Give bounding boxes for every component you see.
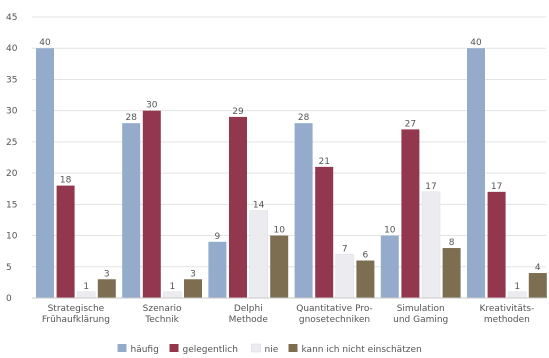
bar [56, 185, 75, 298]
bar [122, 123, 141, 299]
bar [184, 279, 202, 298]
x-category-label: Szenario Technik [143, 304, 182, 325]
data-label: 1 [83, 282, 89, 292]
data-label: 17 [425, 182, 436, 192]
data-label: 9 [215, 232, 221, 242]
data-label: 8 [449, 238, 455, 248]
y-tick-label: 10 [6, 232, 18, 242]
bar [270, 235, 289, 298]
x-category-label-line: methoden [484, 315, 530, 325]
data-label: 1 [170, 282, 176, 292]
bar [315, 166, 334, 298]
legend-label: häufig [131, 345, 159, 355]
x-category-label-line: Frühaufklärung [42, 315, 110, 325]
bar [380, 235, 399, 298]
data-label: 7 [342, 244, 348, 254]
x-category-label: Kreativitäts-methoden [479, 304, 534, 325]
data-label: 28 [298, 113, 310, 123]
data-label: 3 [104, 269, 110, 279]
data-label: 10 [384, 226, 396, 236]
data-label: 4 [535, 263, 541, 273]
x-category-label-line: und Gaming [393, 315, 448, 325]
data-label: 40 [470, 38, 482, 48]
x-category-label-line: Szenario [143, 304, 182, 314]
legend-swatch [169, 344, 179, 352]
y-axis-ticks: 0 5 10 15 20 25 30 35 40 45 [6, 13, 18, 304]
bar [142, 110, 161, 299]
legend-label: kann ich nicht einschätzen [302, 345, 422, 355]
x-category-label-line: Quantitative Pro- [296, 304, 373, 314]
bar [208, 241, 227, 298]
bar [229, 116, 247, 299]
x-category-label: Strategische Frühaufklärung [42, 304, 110, 325]
data-label: 10 [273, 226, 285, 236]
x-category-label-line: Simulation [397, 304, 445, 314]
x-category-label: Delphi Methode [229, 304, 269, 325]
category-labels: Strategische Frühaufklärung Szenario Techni… [42, 304, 534, 325]
bar [528, 273, 547, 298]
y-tick-label: 25 [6, 138, 17, 148]
y-tick-label: 45 [6, 13, 17, 23]
data-label: 6 [363, 251, 369, 261]
data-label: 40 [39, 38, 51, 48]
x-category-label-line: Technik [144, 315, 179, 325]
legend-label: nie [265, 345, 279, 355]
legend: häufig gelegentlich nie kann ich nicht eins… [117, 343, 422, 355]
bars [36, 48, 547, 299]
bar [401, 129, 420, 298]
legend-label: gelegentlich [183, 345, 238, 355]
data-label: 29 [232, 107, 244, 117]
y-tick-label: 0 [6, 294, 12, 304]
data-label: 18 [60, 176, 72, 186]
bar [163, 291, 182, 299]
data-label: 17 [491, 182, 502, 192]
y-tick-label: 30 [6, 107, 18, 117]
bar [507, 291, 527, 299]
x-category-label-line: Methode [229, 315, 269, 325]
bar [36, 48, 54, 298]
bar [356, 260, 375, 298]
bar [249, 210, 268, 299]
y-tick-label: 15 [6, 200, 17, 210]
x-category-label-line: Strategische [48, 304, 105, 314]
legend-swatch [251, 343, 261, 353]
bar [76, 291, 96, 299]
bar [487, 191, 506, 298]
y-tick-label: 35 [6, 75, 17, 85]
x-category-label-line: gnosetechniken [299, 315, 370, 325]
legend-swatch [288, 344, 298, 352]
data-label: 30 [146, 101, 158, 111]
bar [421, 191, 441, 299]
bar [294, 123, 313, 299]
bar [335, 254, 355, 299]
bar [97, 279, 116, 298]
data-label: 1 [514, 282, 520, 292]
y-tick-label: 5 [6, 263, 12, 273]
x-category-label-line: Kreativitäts- [479, 304, 534, 314]
x-category-label: Simulation und Gaming [393, 304, 448, 325]
bar [442, 248, 461, 298]
y-tick-label: 40 [6, 44, 18, 54]
grid-lines [32, 16, 546, 268]
data-label: 14 [253, 201, 265, 211]
data-label: 28 [125, 113, 137, 123]
x-category-label: Quantitative Pro-gnosetechniken [296, 304, 373, 325]
x-category-label-line: Delphi [234, 304, 263, 314]
data-label: 27 [405, 119, 416, 129]
legend-swatch [117, 344, 127, 352]
y-tick-label: 20 [6, 169, 18, 179]
data-label: 21 [318, 157, 329, 167]
data-label: 3 [190, 269, 196, 279]
bar [467, 48, 485, 298]
